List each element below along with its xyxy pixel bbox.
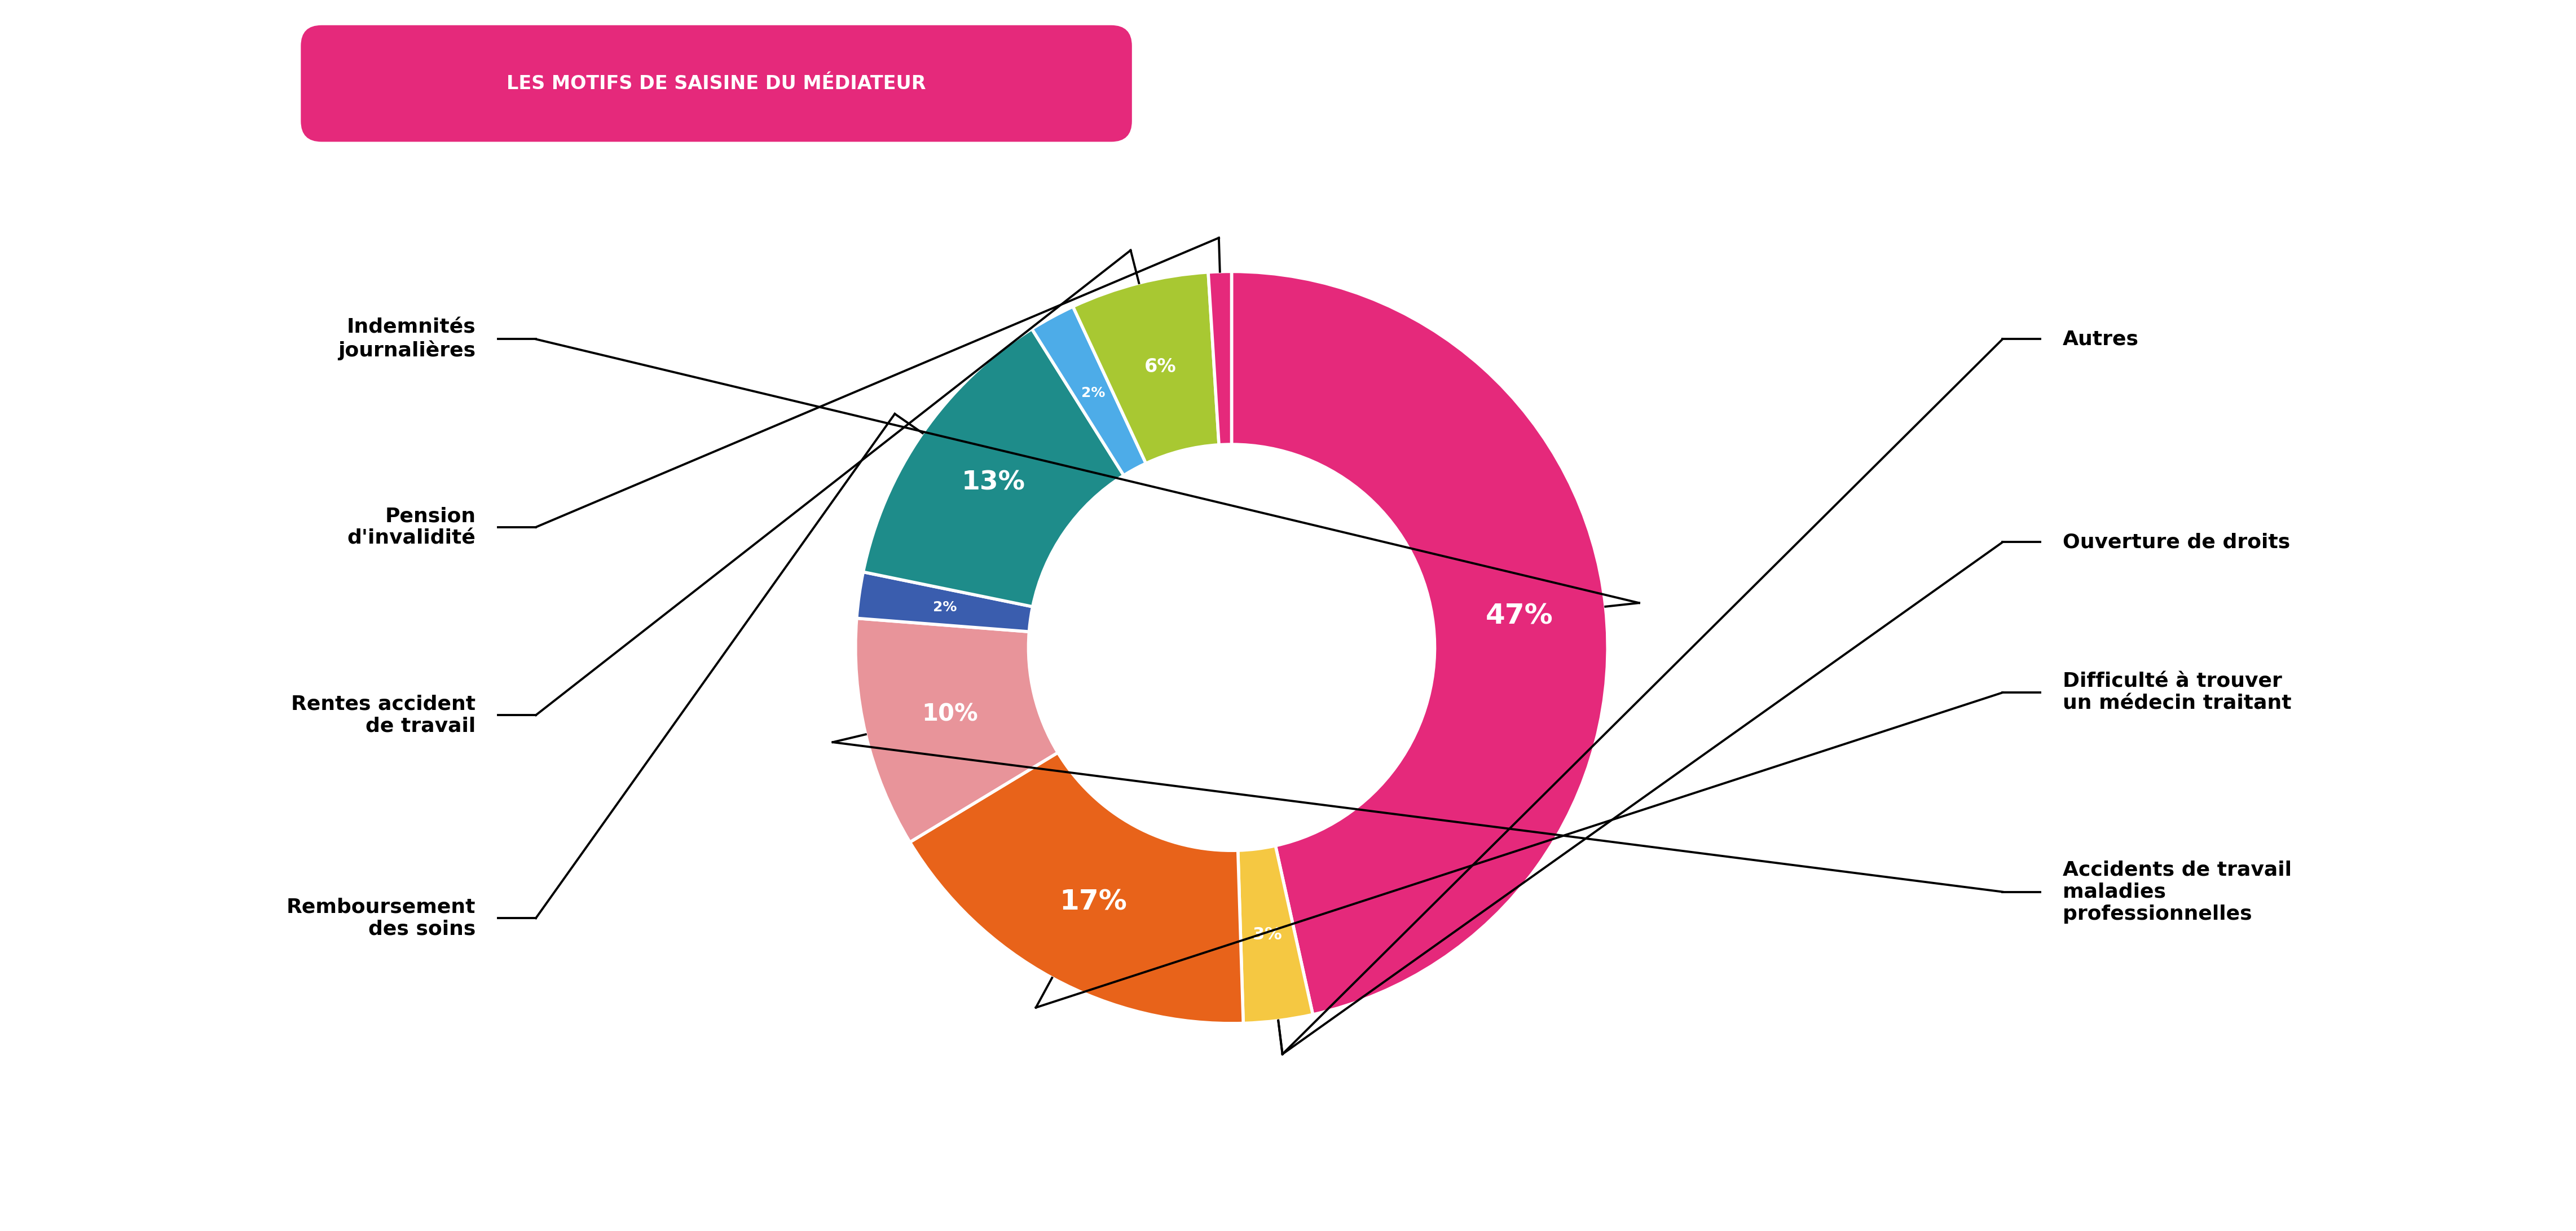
Wedge shape bbox=[909, 752, 1244, 1023]
Wedge shape bbox=[1033, 307, 1146, 475]
Wedge shape bbox=[1208, 272, 1231, 444]
Text: 17%: 17% bbox=[1059, 889, 1128, 916]
Text: Rentes accident
de travail: Rentes accident de travail bbox=[291, 694, 477, 736]
Text: 3%: 3% bbox=[1252, 927, 1283, 943]
Wedge shape bbox=[1239, 846, 1314, 1023]
Wedge shape bbox=[863, 329, 1123, 607]
Text: 2%: 2% bbox=[1082, 387, 1105, 400]
Text: 13%: 13% bbox=[961, 470, 1025, 495]
Wedge shape bbox=[855, 618, 1059, 842]
Wedge shape bbox=[1074, 272, 1218, 463]
Text: Difficulté à trouver
un médecin traitant: Difficulté à trouver un médecin traitant bbox=[2063, 672, 2293, 713]
Text: 2%: 2% bbox=[933, 601, 956, 614]
Text: Ouverture de droits: Ouverture de droits bbox=[2063, 533, 2290, 551]
Text: 6%: 6% bbox=[1144, 357, 1177, 377]
Text: Autres: Autres bbox=[2063, 330, 2138, 348]
Text: 10%: 10% bbox=[922, 703, 979, 726]
Wedge shape bbox=[858, 572, 1033, 632]
Text: Pension
d'invalidité: Pension d'invalidité bbox=[348, 506, 477, 548]
Wedge shape bbox=[1231, 272, 1607, 1014]
Text: 47%: 47% bbox=[1486, 602, 1553, 629]
Text: Remboursement
des soins: Remboursement des soins bbox=[286, 897, 477, 939]
Text: Accidents de travail
maladies
professionnelles: Accidents de travail maladies profession… bbox=[2063, 860, 2293, 923]
FancyBboxPatch shape bbox=[301, 25, 1131, 142]
Text: Indemnités
journalières: Indemnités journalières bbox=[337, 318, 477, 361]
Text: LES MOTIFS DE SAISINE DU MÉDIATEUR: LES MOTIFS DE SAISINE DU MÉDIATEUR bbox=[507, 74, 925, 92]
